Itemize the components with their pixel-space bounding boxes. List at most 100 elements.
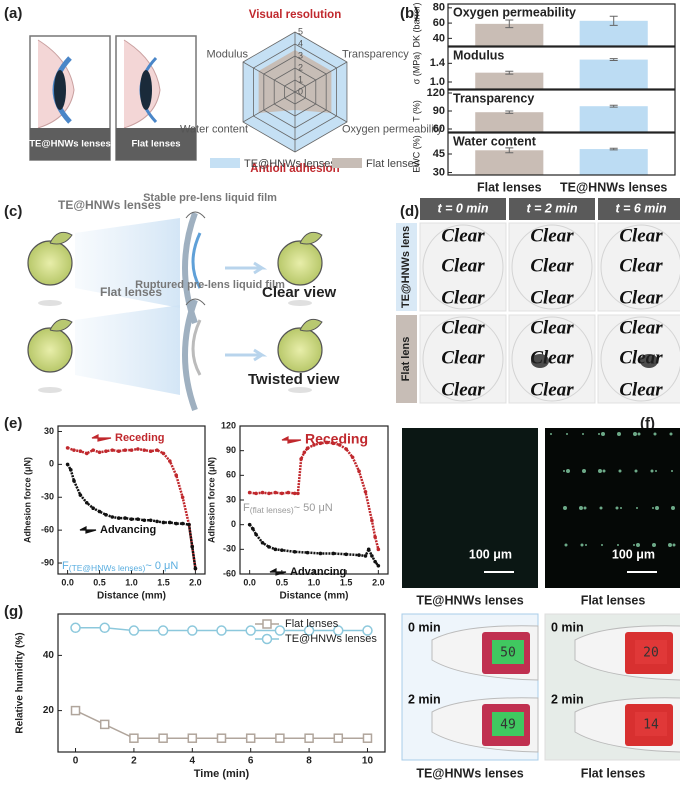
photo-word: Clear <box>530 225 574 246</box>
marker <box>216 625 227 636</box>
error-bar <box>505 70 514 75</box>
marker <box>161 520 166 525</box>
series-annotation: Advancing <box>290 566 346 578</box>
particle <box>601 544 603 546</box>
x-tick-label: 2.0 <box>189 577 202 587</box>
particle <box>564 543 568 547</box>
shadow <box>38 387 62 393</box>
x-axis-label: Distance (mm) <box>280 591 349 602</box>
panel-frame <box>447 46 676 90</box>
photo-word: Clear <box>619 225 663 246</box>
photo-word: Clear <box>441 347 485 368</box>
row-label-bg <box>396 315 417 403</box>
meter-display <box>492 712 524 736</box>
error-bar <box>505 147 514 154</box>
radar-label: Water content <box>180 123 248 135</box>
panel-label: (c) <box>4 203 22 220</box>
particle <box>618 469 622 473</box>
photo-word: Clear <box>441 255 485 276</box>
marker <box>376 547 381 552</box>
panel-label: (g) <box>4 603 23 620</box>
particle <box>563 470 565 472</box>
particle <box>550 433 552 435</box>
lens-outline <box>422 224 504 310</box>
lens <box>182 298 198 412</box>
radar-spoke <box>294 91 348 123</box>
marker <box>129 448 134 452</box>
header-bg <box>509 198 595 220</box>
time-label: 2 min <box>551 692 584 706</box>
scheme-label: Ruptured pre-lens liquid film <box>135 279 285 291</box>
panel-label: (e) <box>4 415 22 432</box>
marker <box>158 733 168 743</box>
marker <box>245 733 256 743</box>
y-tick-label: 120 <box>427 87 445 99</box>
meter-display <box>635 712 667 736</box>
y-tick-label: 0 <box>231 519 236 529</box>
particle <box>672 543 676 547</box>
marker <box>370 554 374 558</box>
particle <box>580 543 584 547</box>
marker <box>157 625 169 636</box>
pointer <box>185 211 206 219</box>
marker <box>318 441 323 446</box>
marker <box>187 733 198 743</box>
legend-label: TE@HNWs lenses <box>244 158 336 170</box>
leaf <box>49 318 73 332</box>
pointer <box>185 298 206 306</box>
meter-reading: 50 <box>500 646 516 661</box>
meter-display <box>635 640 667 664</box>
marker <box>247 522 252 527</box>
marker <box>123 448 127 452</box>
marker <box>104 513 108 517</box>
marker <box>180 521 185 526</box>
eye-caption: Flat lenses <box>131 139 180 150</box>
note-symbol: F <box>243 502 250 514</box>
marker <box>99 719 110 730</box>
marker <box>363 554 368 558</box>
y-axis-label: DK (barrer) <box>411 2 421 47</box>
light-beam <box>75 305 180 395</box>
particle <box>636 507 638 509</box>
marker <box>99 622 110 634</box>
marker <box>333 733 344 743</box>
marker <box>305 446 310 451</box>
micrograph-caption: TE@HNWs lenses <box>416 593 523 607</box>
y-tick-label: 120 <box>221 420 236 430</box>
photo-word: Clear <box>619 379 663 400</box>
marker <box>190 544 195 549</box>
photo-word: Clear <box>441 225 485 246</box>
marker <box>84 451 89 456</box>
radar-tick-label: 1 <box>298 74 303 84</box>
scheme-result: Twisted view <box>248 371 340 388</box>
marker <box>148 518 153 523</box>
meter-reading: 49 <box>500 718 516 733</box>
lens-outline <box>600 316 680 402</box>
marker <box>78 493 83 497</box>
particle <box>633 432 637 436</box>
particle <box>566 469 570 473</box>
marker <box>245 625 256 636</box>
particle <box>655 506 659 510</box>
marker <box>187 625 198 636</box>
particle <box>650 469 654 473</box>
particle <box>585 544 587 546</box>
particle <box>671 506 675 510</box>
plot-frame <box>57 613 386 753</box>
lens-outline <box>511 316 593 402</box>
apple <box>27 327 73 373</box>
row-label-bg <box>396 223 417 311</box>
y-axis-label: EWC (%) <box>411 135 421 173</box>
series-annotation: Receding <box>115 432 165 444</box>
marker <box>187 522 191 527</box>
marker <box>116 449 121 454</box>
note-subscript: (flat lenses) <box>250 505 294 515</box>
marker <box>292 550 297 554</box>
marker <box>366 547 371 552</box>
shadow <box>288 387 312 393</box>
note-symbol: F <box>62 560 69 572</box>
bar <box>475 23 544 46</box>
marker <box>123 516 127 520</box>
particle <box>634 469 638 473</box>
meter-reading: 14 <box>643 718 659 733</box>
